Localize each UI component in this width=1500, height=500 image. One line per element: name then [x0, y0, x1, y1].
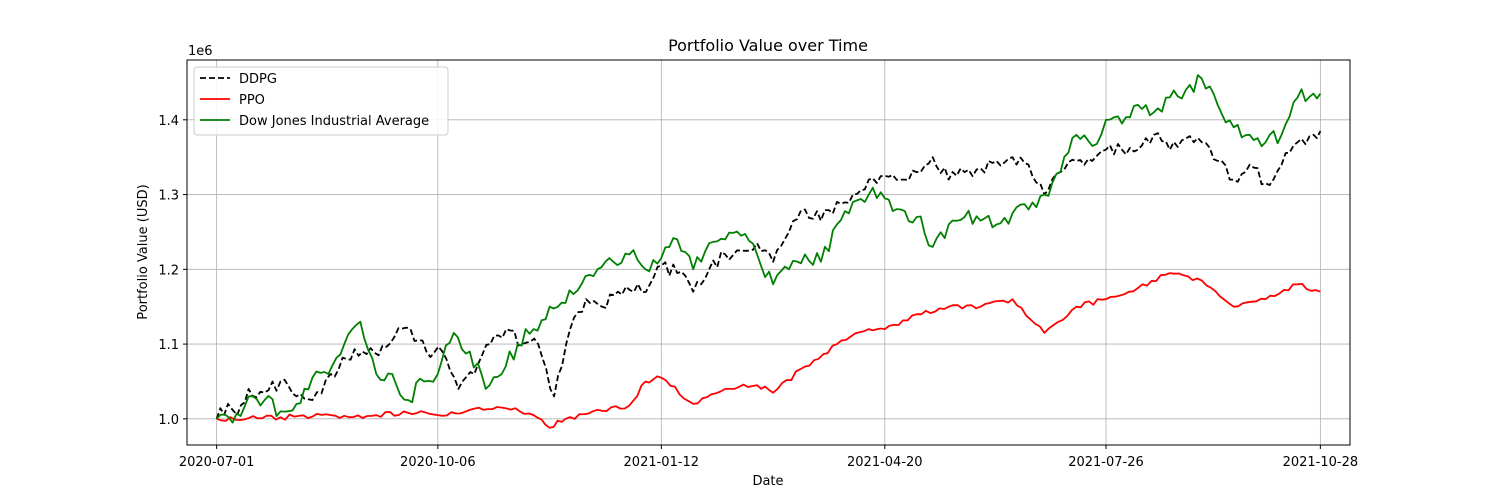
- plot-frame: [186, 59, 1351, 446]
- legend-box: [193, 66, 449, 136]
- legend-label: Dow Jones Industrial Average: [239, 114, 429, 129]
- x-tick-label: 2021-10-28: [1283, 455, 1359, 470]
- x-tick-label: 2021-01-12: [624, 455, 700, 470]
- x-tick-label: 2021-04-20: [847, 455, 923, 470]
- legend-label: DDPG: [239, 72, 277, 87]
- y-tick-label: 1.2: [158, 263, 179, 278]
- y-tick-label: 1.4: [158, 114, 179, 129]
- x-tick-label: 2020-10-06: [400, 455, 476, 470]
- series-line-ppo: [216, 272, 1321, 429]
- x-tick-label: 2020-07-01: [179, 455, 255, 470]
- series-line-ddpg: [215, 130, 1322, 420]
- chart-title: Portfolio Value over Time: [668, 36, 868, 55]
- series-line-dow-jones-industrial-average: [215, 74, 1322, 424]
- y-tick-label: 1.3: [158, 189, 179, 204]
- y-tick-label: 1.1: [158, 338, 179, 353]
- y-multiplier-label: 1e6: [188, 44, 213, 59]
- legend-label: PPO: [239, 93, 265, 108]
- ticks: 2020-07-01 2020-10-06 2021-01-12 2021-04-20…: [158, 114, 1358, 470]
- legend: DDPG PPO Dow Jones Industrial Average: [193, 66, 449, 136]
- series-lines: [215, 74, 1322, 429]
- y-axis-label: Portfolio Value (USD): [136, 184, 151, 319]
- x-axis-label: Date: [752, 474, 783, 489]
- y-tick-label: 1.0: [158, 413, 179, 428]
- x-tick-label: 2021-07-26: [1068, 455, 1144, 470]
